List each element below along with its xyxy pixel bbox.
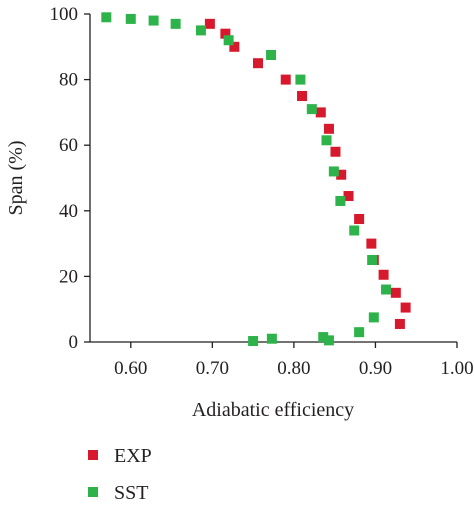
- x-tick-label: 0.80: [277, 358, 310, 379]
- exp-data-point: [378, 269, 389, 280]
- exp-data-point: [297, 91, 308, 101]
- legend-marker-sst: [88, 487, 98, 497]
- exp-data-point: [323, 123, 334, 134]
- sst-data-point: [323, 335, 334, 346]
- sst-data-point: [148, 15, 159, 26]
- sst-data-point: [335, 195, 346, 206]
- legend-label-exp: EXP: [114, 445, 152, 467]
- sst-data-point: [367, 255, 378, 265]
- sst-data-point: [195, 25, 206, 36]
- x-tick-label: 1.00: [440, 358, 473, 379]
- sst-data-point: [368, 312, 379, 323]
- y-tick-label: 100: [50, 4, 79, 25]
- sst-data-point: [170, 18, 181, 29]
- y-tick-label: 0: [69, 332, 79, 353]
- sst-data-point: [223, 35, 234, 46]
- exp-data-point: [280, 74, 291, 85]
- x-tick-label: 0.90: [359, 358, 392, 379]
- plot-area: 0 20 40 60 80 100 0.60 0.70 0.80 0.90 1.00: [50, 4, 474, 379]
- x-tick-label: 0.60: [114, 358, 147, 379]
- y-tick-label: 40: [59, 201, 78, 222]
- exp-data-point: [343, 191, 354, 202]
- y-axis-ticks: 0 20 40 60 80 100: [50, 4, 90, 353]
- legend-label-sst: SST: [114, 482, 148, 504]
- sst-data-point: [354, 327, 365, 338]
- x-tick-label: 0.70: [196, 358, 229, 379]
- exp-data-point: [354, 214, 365, 224]
- sst-data-point: [295, 74, 306, 85]
- exp-data-point: [336, 169, 347, 180]
- exp-data-point: [220, 28, 231, 39]
- y-axis-title: Span (%): [5, 141, 27, 216]
- sst-data-point: [306, 104, 317, 115]
- legend: EXP SST: [88, 445, 152, 504]
- exp-data-point: [394, 318, 405, 329]
- sst-data-point: [328, 166, 339, 177]
- exp-data-point: [390, 287, 401, 298]
- y-tick-label: 60: [59, 135, 78, 156]
- exp-data-point: [330, 146, 341, 157]
- legend-marker-exp: [88, 450, 98, 460]
- sst-data-point: [266, 50, 277, 60]
- sst-data-point: [321, 135, 332, 146]
- exp-data-point: [366, 238, 377, 249]
- sst-data-point: [318, 332, 329, 343]
- exp-data-point: [204, 18, 215, 29]
- sst-data-point: [101, 12, 112, 23]
- y-tick-label: 20: [59, 266, 78, 287]
- x-axis-ticks: 0.60 0.70 0.80 0.90 1.00: [114, 342, 474, 379]
- exp-data-point: [315, 107, 326, 118]
- sst-data-point: [125, 13, 136, 24]
- sst-data-point: [349, 225, 360, 236]
- x-axis-title: Adiabatic efficiency: [192, 399, 354, 421]
- exp-data-point: [229, 41, 240, 52]
- sst-data-point: [381, 284, 392, 295]
- sst-data-point: [266, 333, 277, 344]
- data-points: [101, 12, 411, 347]
- exp-data-point: [253, 58, 264, 69]
- exp-data-point: [400, 302, 411, 313]
- sst-data-point: [248, 336, 259, 347]
- y-tick-label: 80: [59, 70, 78, 91]
